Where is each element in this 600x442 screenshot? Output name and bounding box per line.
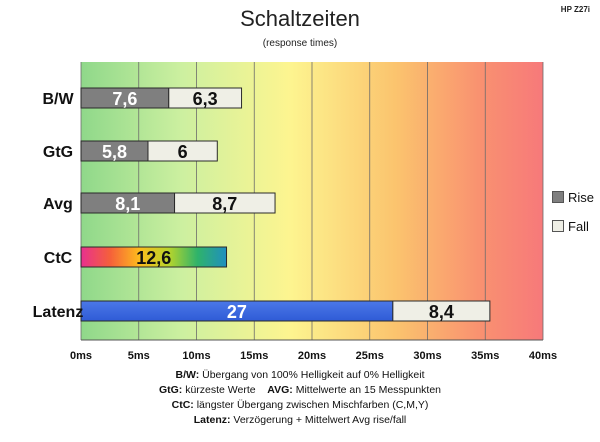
x-tick-label: 15ms (240, 350, 268, 362)
data-label: 8,4 (429, 302, 454, 322)
chart-subtitle: (response times) (262, 38, 338, 49)
model-label: HP Z27i (560, 5, 590, 14)
x-axis-ticks: 0ms 5ms 10ms 15ms 20ms 25ms 30ms 35ms 40ms (70, 350, 557, 362)
footnote-gtg-avg: GtG: kürzeste Werte AVG: Mittelwerte an … (158, 384, 442, 396)
bar-fall (147, 140, 218, 162)
data-label: 5,8 (102, 142, 127, 162)
legend-item-fall: Fall (552, 219, 589, 234)
footnote-bw: B/W: Übergang von 100% Helligkeit auf 0%… (175, 369, 425, 381)
x-tick-label: 10ms (182, 350, 210, 362)
data-label: 6,3 (193, 89, 218, 109)
legend-label-fall: Fall (568, 219, 589, 234)
category-labels: B/W GtG Avg CtC Latenz (33, 91, 84, 321)
data-label: 7,6 (112, 89, 137, 109)
data-label: 8,7 (212, 194, 237, 214)
data-label: 6 (178, 142, 188, 162)
footnotes: B/W: Übergang von 100% Helligkeit auf 0%… (0, 368, 600, 428)
category-label: B/W (42, 91, 74, 108)
x-tick-label: 25ms (356, 350, 384, 362)
footnote-latenz: Latenz: Verzögerung + Mittelwert Avg ris… (193, 414, 407, 426)
legend-swatch-fall (552, 220, 564, 232)
data-label: 8,1 (115, 194, 140, 214)
footnote-ctc: CtC: längster Übergang zwischen Mischfar… (171, 399, 429, 411)
bar-fall (392, 300, 491, 322)
x-tick-label: 5ms (128, 350, 150, 362)
x-tick-label: 20ms (298, 350, 326, 362)
category-label: GtG (43, 144, 73, 161)
legend-swatch-rise (552, 191, 564, 203)
bars: 7,6 6,3 5,8 6 8,1 8,7 12,6 27 8,4 (80, 87, 491, 322)
x-tick-label: 35ms (471, 350, 499, 362)
data-label: 12,6 (136, 248, 171, 268)
category-label: Avg (43, 196, 73, 213)
bar-fall (168, 87, 243, 109)
x-tick-label: 30ms (413, 350, 441, 362)
data-label: 27 (227, 302, 247, 322)
chart-title: Schaltzeiten (240, 6, 360, 31)
bar-fall (174, 192, 276, 214)
category-label: Latenz (33, 304, 84, 321)
bar-rise (80, 246, 228, 268)
category-label: CtC (44, 250, 73, 267)
legend-label-rise: Rise (568, 190, 595, 205)
x-tick-label: 40ms (529, 350, 557, 362)
x-tick-label: 0ms (70, 350, 92, 362)
legend-item-rise: Rise (552, 190, 594, 205)
